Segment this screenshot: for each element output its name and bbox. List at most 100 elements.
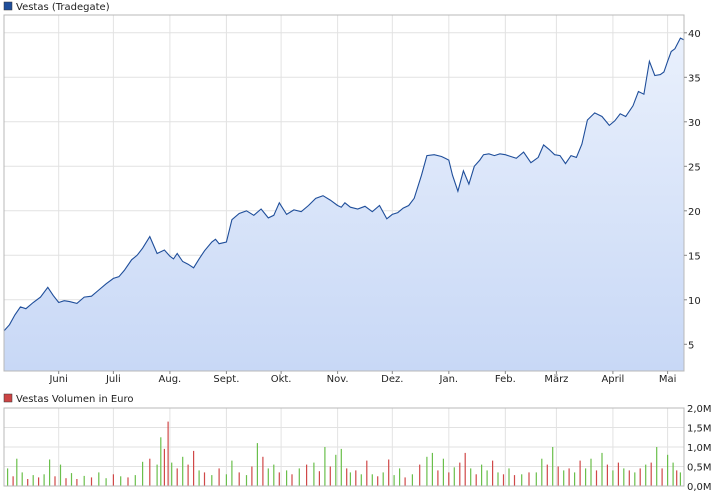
volume-bar — [313, 462, 315, 486]
volume-bar — [470, 468, 472, 486]
volume-bar — [203, 472, 206, 486]
volume-bar — [346, 468, 348, 486]
volume-bar — [349, 472, 351, 486]
price-x-tick-label: Juli — [105, 374, 121, 385]
volume-bar — [245, 475, 248, 486]
volume-bar — [324, 447, 326, 486]
volume-bar — [521, 474, 523, 486]
volume-bar — [38, 477, 40, 486]
volume-bar — [676, 470, 678, 486]
volume-bar — [502, 474, 505, 486]
volume-bar — [667, 454, 669, 486]
volume-legend-swatch — [3, 393, 13, 403]
price-y-tick-label: 5 — [688, 340, 694, 351]
volume-bar — [574, 472, 576, 486]
volume-bar — [65, 478, 67, 486]
volume-bar — [27, 479, 29, 486]
volume-bar — [606, 464, 608, 486]
price-y-axis: 5 10 15 20 25 30 35 40 — [684, 29, 701, 351]
volume-y-tick-label: 0,0M — [687, 482, 712, 493]
volume-bar — [335, 454, 337, 486]
volume-bar — [552, 447, 554, 486]
volume-bar — [360, 474, 362, 486]
price-y-tick-label: 35 — [688, 73, 701, 84]
price-y-tick-label: 30 — [688, 118, 701, 129]
volume-bar — [340, 448, 342, 486]
volume-bar — [453, 467, 455, 486]
price-x-tick-label: Juni — [48, 374, 67, 385]
volume-bar — [546, 464, 548, 486]
price-x-tick-label: Feb. — [495, 374, 516, 385]
volume-bar — [377, 476, 379, 487]
volume-bar — [426, 456, 428, 487]
volume-bar — [448, 472, 450, 486]
price-x-tick-label: Nov. — [327, 374, 349, 385]
volume-bar — [105, 478, 107, 486]
volume-plot-border — [3, 407, 685, 487]
volume-bar — [656, 447, 658, 486]
volume-bar — [112, 474, 114, 486]
volume-bar — [142, 461, 144, 486]
volume-bar — [198, 470, 200, 486]
volume-bar — [595, 470, 598, 486]
volume-bar — [528, 472, 530, 486]
volume-bar — [563, 470, 565, 486]
volume-bar — [278, 472, 280, 486]
volume-bar — [601, 452, 603, 486]
volume-bar — [623, 468, 625, 486]
volume-bar — [459, 462, 461, 486]
volume-bar — [291, 474, 293, 486]
price-x-axis: Juni Juli Aug. Sept. Okt. Nov. Dez. Jan. Feb. Mär… — [48, 371, 676, 385]
volume-bar — [419, 464, 421, 486]
volume-bar — [156, 464, 158, 486]
volume-bar — [298, 468, 300, 486]
volume-bar — [366, 460, 368, 486]
price-x-tick-label: April — [601, 374, 624, 385]
volume-bar — [256, 443, 258, 486]
volume-bar — [508, 468, 510, 486]
price-legend-swatch — [3, 1, 13, 11]
volume-bar — [76, 479, 78, 486]
price-plot-border — [3, 14, 685, 372]
volume-bar — [273, 464, 275, 486]
volume-bar — [399, 468, 401, 486]
volume-bar — [70, 473, 73, 486]
volume-bar — [585, 468, 587, 486]
volume-bar — [679, 472, 681, 486]
volume-bar — [54, 476, 56, 487]
price-legend-label: Vestas (Tradegate) — [16, 2, 110, 13]
volume-bar — [557, 466, 559, 486]
volume-bar — [634, 472, 636, 486]
volume-bar — [59, 464, 62, 486]
volume-bar — [393, 475, 395, 486]
volume-bar — [590, 458, 592, 486]
volume-bar — [645, 464, 647, 486]
volume-bar — [231, 460, 233, 486]
volume-bar — [127, 477, 129, 486]
volume-bar — [481, 464, 483, 486]
volume-bar — [541, 458, 543, 486]
price-y-tick-label: 20 — [688, 207, 701, 218]
volume-bar — [628, 470, 630, 486]
volume-bar — [187, 464, 189, 486]
volume-bar — [21, 472, 23, 486]
price-x-tick-label: Aug. — [159, 374, 182, 385]
volume-bar — [535, 472, 537, 486]
volume-bar — [579, 460, 581, 486]
volume-bar — [431, 452, 433, 486]
volume-bar — [160, 437, 162, 487]
volume-bar — [262, 456, 264, 487]
volume-bar — [650, 462, 652, 486]
volume-bar — [218, 468, 220, 486]
volume-bar — [497, 472, 499, 486]
volume-bar — [32, 475, 34, 486]
volume-bar — [661, 468, 663, 486]
volume-bar — [286, 470, 288, 486]
volume-bar — [120, 476, 122, 487]
price-x-tick-label: Dez. — [381, 374, 403, 385]
volume-bar — [193, 450, 195, 486]
price-y-tick-label: 15 — [688, 251, 701, 262]
volume-bar — [251, 466, 253, 486]
volume-y-axis: 0,0M 0,5M 1,0M 1,5M 2,0M — [687, 404, 712, 493]
